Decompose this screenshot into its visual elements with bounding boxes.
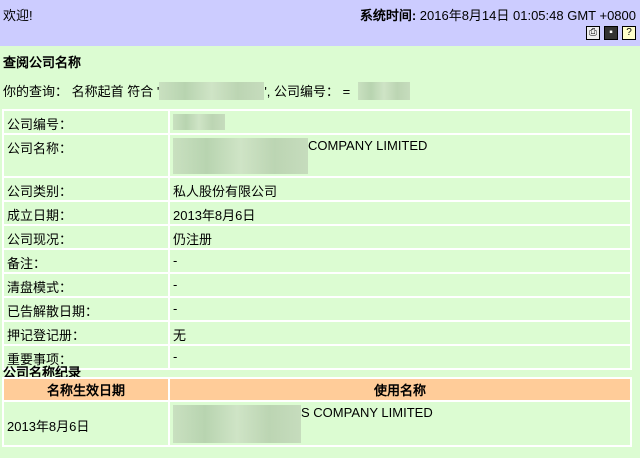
print-icon[interactable]: ⎙ [586, 26, 600, 40]
row-value: COMPANY LIMITED [168, 133, 632, 178]
redacted-block [358, 81, 411, 100]
table-row: 重要事项： - [2, 344, 632, 370]
row-label: 公司编号： [2, 109, 170, 135]
page-title: 查阅公司名称 [3, 55, 82, 70]
redacted-block [159, 81, 265, 100]
query-mid: ', 公司编号： = [264, 84, 351, 99]
welcome-text: 欢迎! [3, 8, 33, 23]
row-value: - [168, 296, 632, 322]
row-label: 押记登记册： [2, 320, 170, 346]
header-bar: 欢迎! 系统时间: 2016年8月14日 01:05:48 GMT +0800 … [0, 0, 640, 46]
table-row: 公司类别： 私人股份有限公司 [2, 176, 632, 202]
time-value: 2016年8月14日 01:05:48 GMT +0800 [419, 8, 636, 23]
used-name: S COMPANY LIMITED [168, 400, 632, 447]
row-value: - [168, 248, 632, 274]
row-value: 2013年8月6日 [168, 200, 632, 226]
row-value: 私人股份有限公司 [168, 176, 632, 202]
help-icon[interactable]: ? [622, 26, 636, 40]
table-row: 公司名称： COMPANY LIMITED [2, 133, 632, 178]
row-value: 仍注册 [168, 224, 632, 250]
row-label: 公司名称： [2, 133, 170, 178]
save-icon[interactable]: ▪ [604, 26, 618, 40]
row-label: 备注： [2, 248, 170, 274]
row-label: 成立日期： [2, 200, 170, 226]
company-details-table: 公司编号： 公司名称： COMPANY LIMITED 公司类别： 私人股份有限公司… [2, 109, 632, 370]
row-label: 清盘模式： [2, 272, 170, 298]
row-value: 无 [168, 320, 632, 346]
table-row: 备注： - [2, 248, 632, 274]
row-value: - [168, 344, 632, 370]
company-name-suffix: COMPANY LIMITED [308, 138, 428, 153]
table-row: 押记登记册：无 [2, 320, 632, 346]
name-history-table: 名称生效日期 使用名称 2013年8月6日 S COMPANY LIMITED [2, 377, 632, 447]
row-label: 公司类别： [2, 176, 170, 202]
column-header: 名称生效日期 [2, 377, 170, 402]
used-name-suffix: S COMPANY LIMITED [301, 405, 433, 420]
table-row: 公司现况： 仍注册 [2, 224, 632, 250]
table-row: 清盘模式： - [2, 272, 632, 298]
query-summary: 你的查询： 名称起首 符合 ' ', 公司编号： = [3, 81, 411, 100]
redacted-block [173, 114, 225, 130]
table-row: 2013年8月6日 S COMPANY LIMITED [2, 400, 632, 447]
column-header: 使用名称 [168, 377, 632, 402]
table-row: 成立日期： 2013年8月6日 [2, 200, 632, 226]
effective-date: 2013年8月6日 [2, 400, 170, 447]
row-label: 已告解散日期： [2, 296, 170, 322]
row-value: - [168, 272, 632, 298]
time-label: 系统时间: [359, 8, 417, 23]
system-time: 系统时间: 2016年8月14日 01:05:48 GMT +0800 [360, 5, 636, 24]
row-label: 公司现况： [2, 224, 170, 250]
redacted-block [173, 405, 301, 443]
row-value [168, 109, 632, 135]
redacted-block [173, 138, 308, 174]
row-label: 重要事项： [2, 344, 170, 370]
history-title: 公司名称纪录 [3, 365, 82, 380]
query-prefix: 你的查询： 名称起首 符合 ' [3, 84, 160, 99]
table-row: 已告解散日期： - [2, 296, 632, 322]
table-row: 公司编号： [2, 109, 632, 135]
